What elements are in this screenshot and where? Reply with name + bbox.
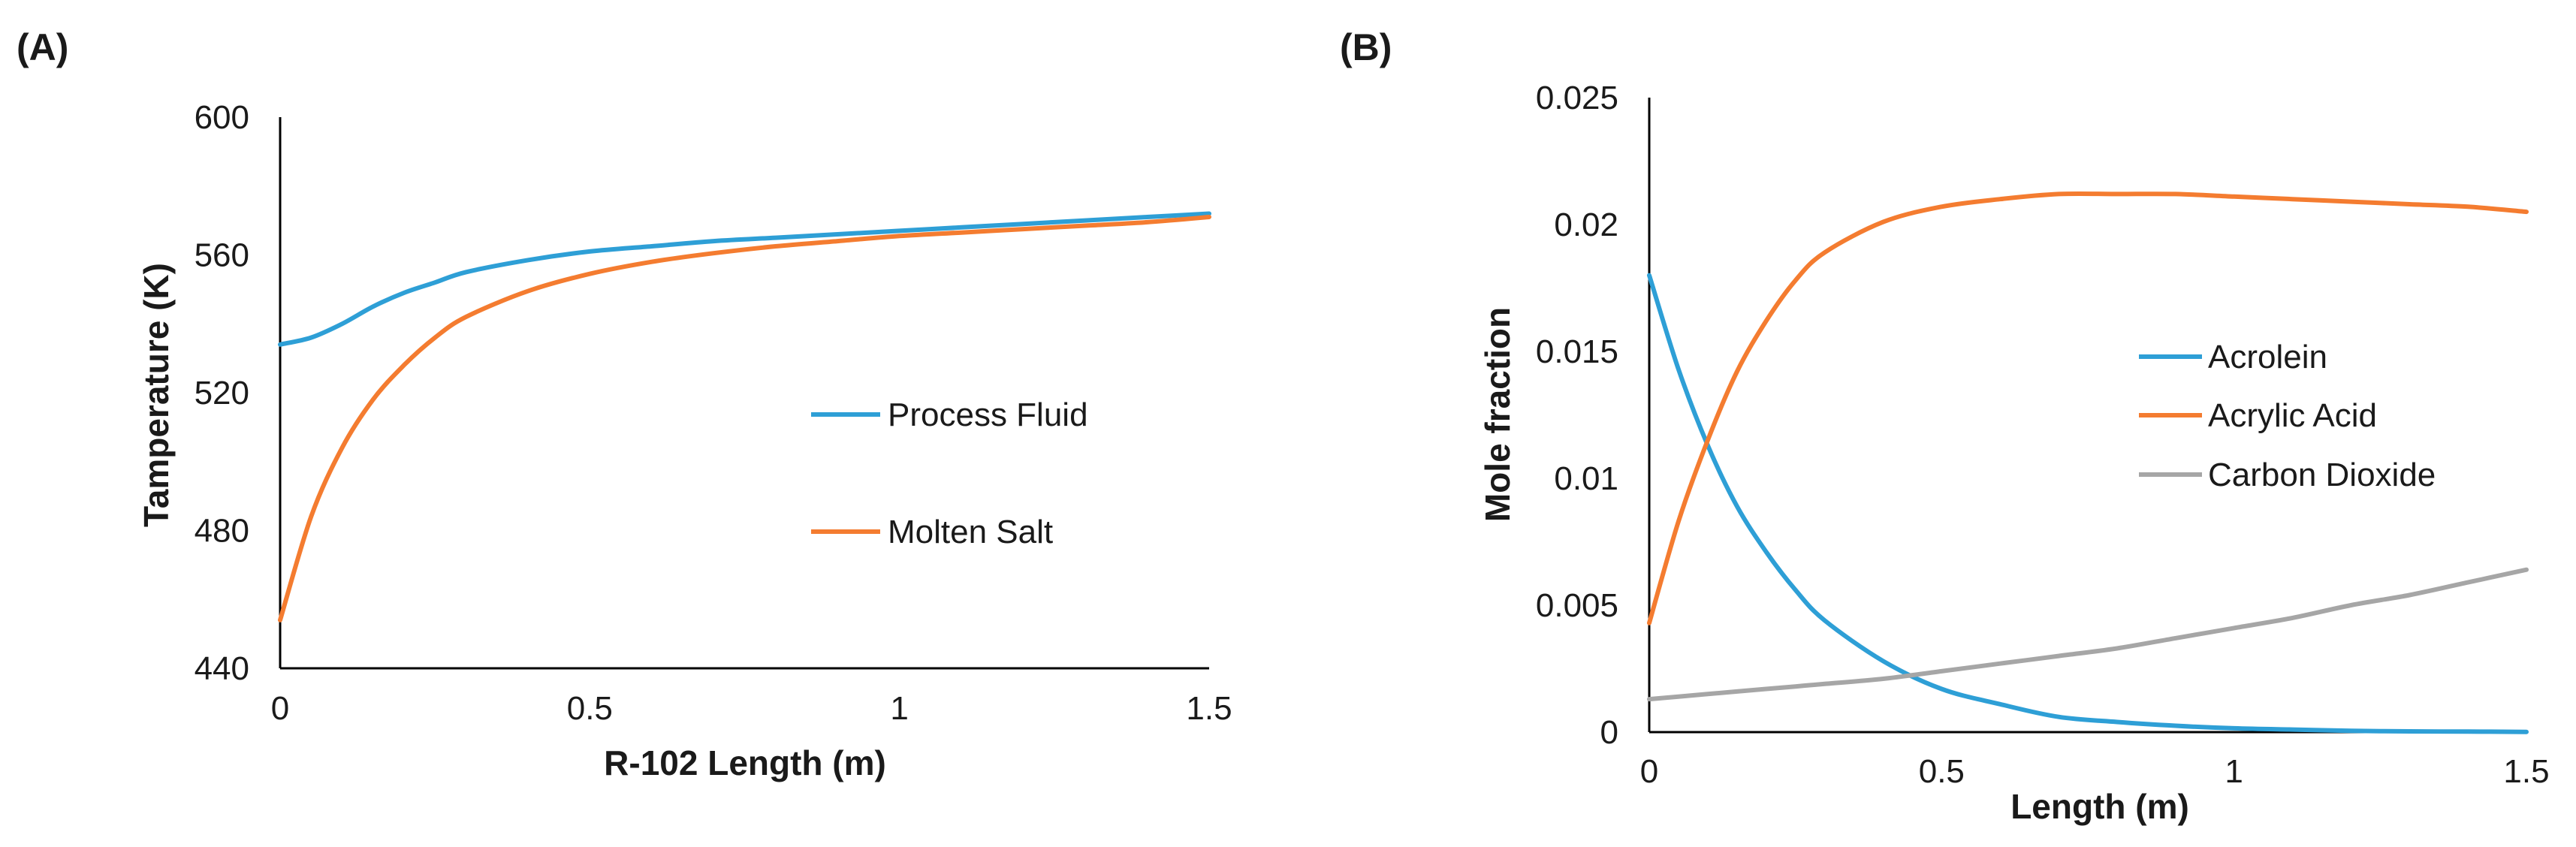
- legend-label-acrolein: Acrolein: [2208, 339, 2327, 375]
- panel-a-y-tick-label: 440: [195, 650, 249, 687]
- panel-b-x-tick-label: 1.5: [2503, 753, 2549, 790]
- series-line-acrylic-acid: [1647, 191, 2529, 625]
- panel-b-x-tick-label: 0: [1640, 753, 1658, 790]
- panel-a-chart: (A) Tamperature (K) R-102 Length (m) 440…: [17, 26, 1232, 782]
- legend-label-molten-salt: Molten Salt: [888, 514, 1053, 550]
- panel-b-chart: (B) Mole fraction Length (m) 00.0050.010…: [1340, 26, 2550, 826]
- panel-a-series: [278, 211, 1211, 622]
- panel-b-series: [1647, 191, 2529, 734]
- panel-a-y-tick-label: 600: [195, 99, 249, 136]
- series-line-process-fluid: [278, 211, 1211, 347]
- panel-a-y-tick-label: 520: [195, 375, 249, 411]
- panel-a-x-ticks: 0 0.5 1 1.5: [271, 690, 1232, 727]
- panel-b-y-tick-label: 0.005: [1536, 587, 1618, 624]
- panel-a-axes: [279, 117, 1209, 670]
- panel-a-y-ticks: 440 480 520 560 600: [195, 99, 249, 687]
- panel-b-y-tick-label: 0: [1600, 714, 1618, 751]
- panel-a-y-axis-title: Tamperature (K): [137, 263, 176, 527]
- panel-a-label: (A): [17, 26, 68, 68]
- panel-b-legend: Acrolein Acrylic Acid Carbon Dioxide: [2139, 339, 2436, 493]
- panel-a-y-tick-label: 560: [195, 237, 249, 274]
- panel-b-x-ticks: 0 0.5 1 1.5: [1640, 753, 2550, 790]
- panel-a-y-tick-label: 480: [195, 513, 249, 550]
- panel-a-x-tick-label: 1: [890, 690, 908, 727]
- panel-b-y-tick-label: 0.025: [1536, 80, 1618, 116]
- panel-b-y-ticks: 0 0.005 0.01 0.015 0.02 0.025: [1536, 80, 1618, 751]
- panel-b-y-tick-label: 0.02: [1554, 206, 1618, 243]
- panel-a-x-tick-label: 0: [271, 690, 289, 727]
- legend-label-carbon-dioxide: Carbon Dioxide: [2208, 457, 2436, 493]
- series-line-molten-salt: [278, 215, 1211, 622]
- panel-b-x-tick-label: 0.5: [1919, 753, 1965, 790]
- panel-a-x-axis-title: R-102 Length (m): [604, 743, 886, 782]
- panel-b-y-axis-title: Mole fraction: [1478, 307, 1517, 522]
- panel-a-x-tick-label: 1.5: [1186, 690, 1232, 727]
- series-line-carbon-dioxide: [1647, 567, 2529, 702]
- panel-b-label: (B): [1340, 26, 1392, 68]
- panel-b-y-tick-label: 0.01: [1554, 460, 1618, 497]
- panel-b-x-tick-label: 1: [2225, 753, 2243, 790]
- panel-a-x-tick-label: 0.5: [567, 690, 613, 727]
- legend-label-process-fluid: Process Fluid: [888, 396, 1088, 433]
- series-line-acrolein: [1647, 273, 2529, 734]
- panel-b-y-tick-label: 0.015: [1536, 333, 1618, 370]
- legend-label-acrylic-acid: Acrylic Acid: [2208, 397, 2377, 434]
- panel-b-x-axis-title: Length (m): [2010, 787, 2189, 826]
- panel-a-legend: Process Fluid Molten Salt: [811, 396, 1088, 550]
